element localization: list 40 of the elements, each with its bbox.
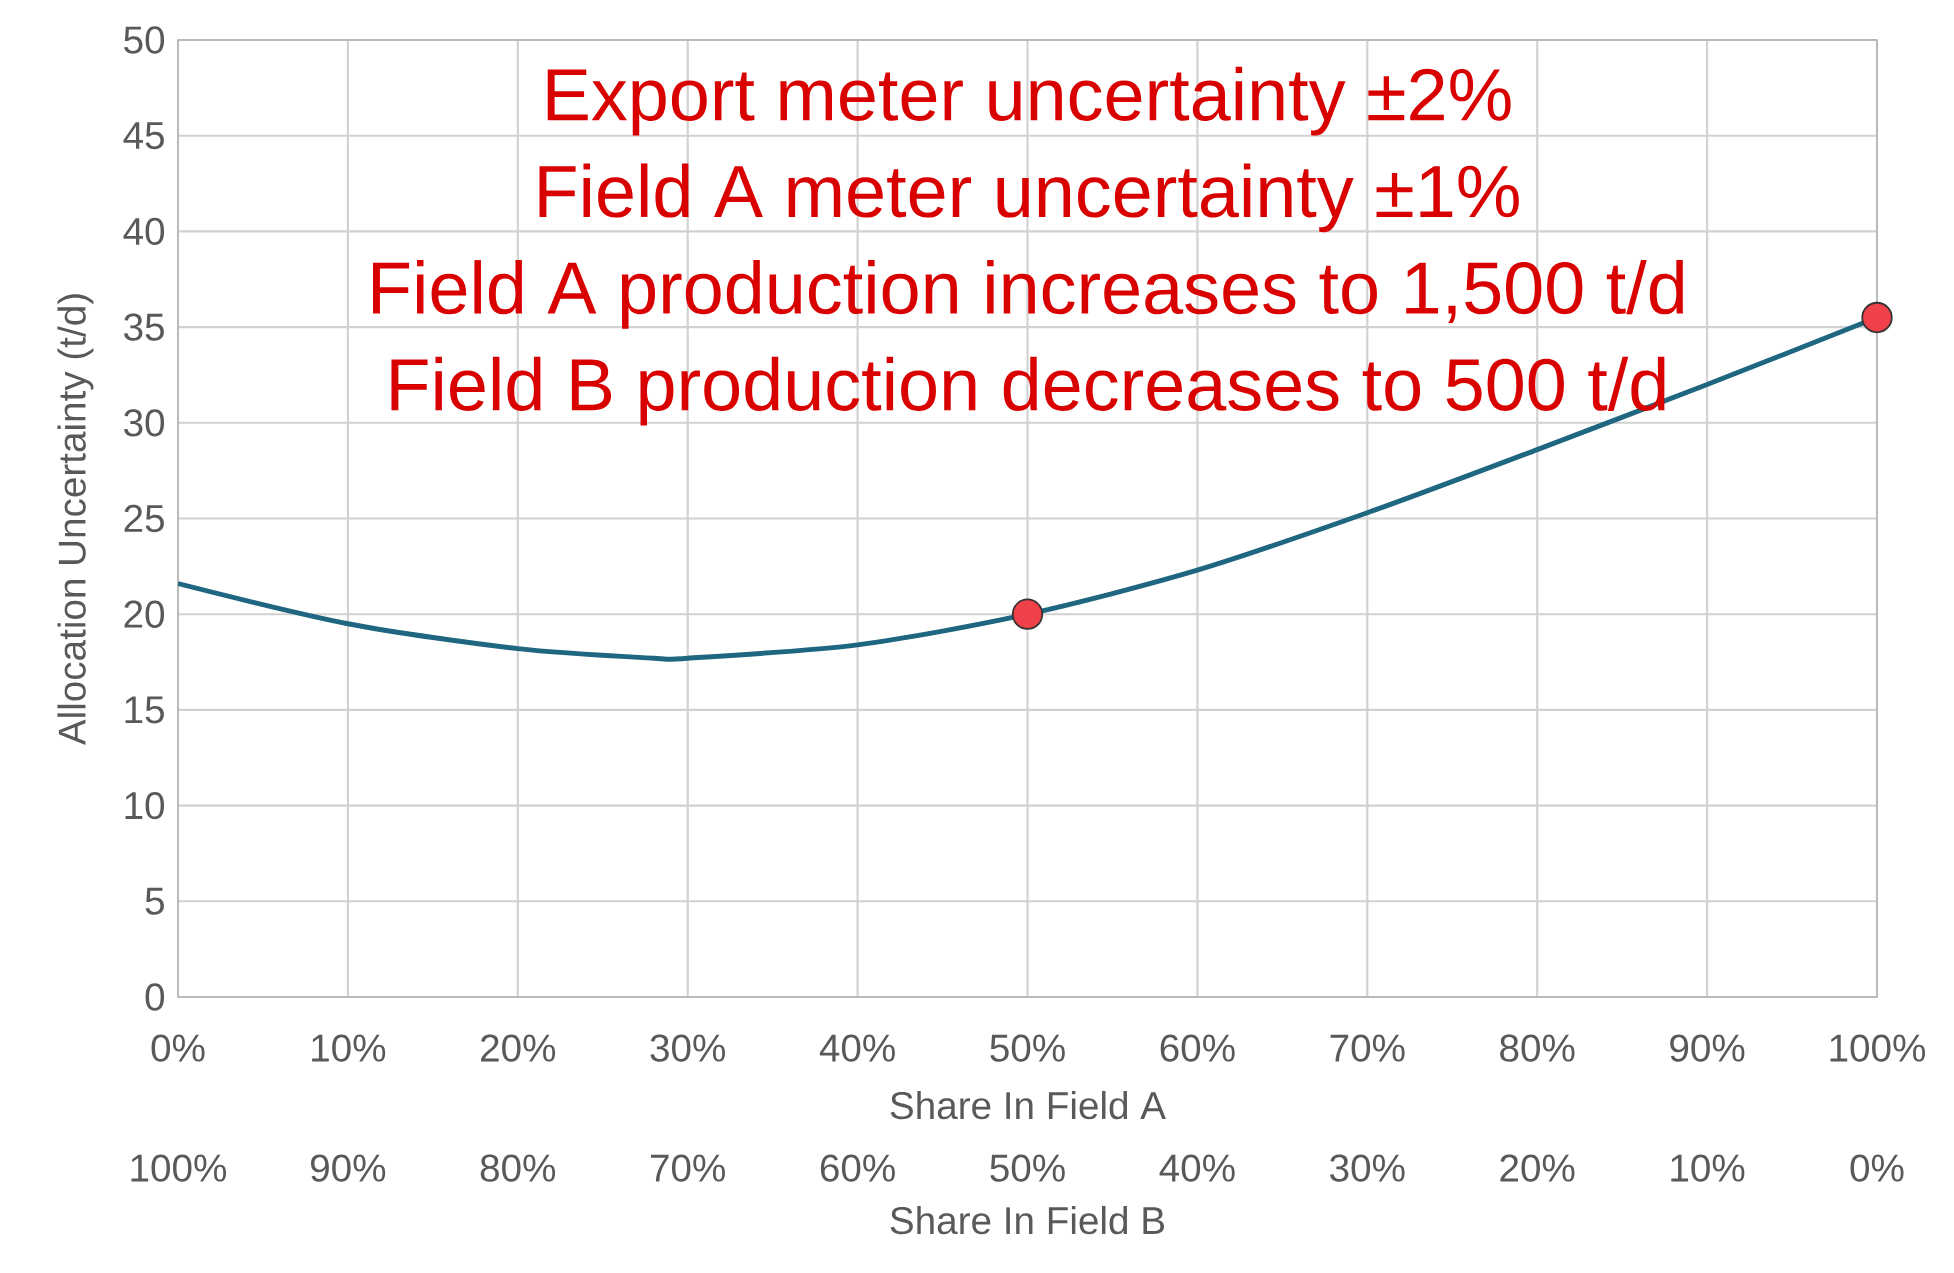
x-tick-label: 90%: [1670, 1034, 1745, 1062]
annotation: Export meter uncertainty ±2%: [547, 66, 1511, 136]
x2-tick-label: 30%: [1330, 1154, 1405, 1182]
y-tick-label: 25: [124, 504, 164, 533]
y-tick-label: 15: [125, 696, 164, 724]
annotation: Field A meter uncertainty ±1%: [539, 163, 1519, 233]
x-tick-label: 50%: [990, 1034, 1065, 1062]
x2-tick-label: 20%: [1500, 1154, 1575, 1182]
x2-tick-label: 40%: [1159, 1154, 1235, 1182]
x2-tick-label: 10%: [1671, 1154, 1745, 1182]
x-tick-label: 0%: [151, 1034, 205, 1062]
x-tick-label: 100%: [1830, 1034, 1926, 1062]
y-tick-label: 35: [124, 313, 164, 341]
y-tick-label: 40: [123, 217, 165, 246]
x2-tick-label: 0%: [1850, 1154, 1904, 1182]
x-tick-label: 20%: [481, 1034, 556, 1062]
x-tick-label: 10%: [312, 1034, 386, 1062]
y-axis-title: Allocation Uncertainty (t/d): [57, 294, 94, 746]
y-tick-label: 30: [124, 409, 165, 437]
y-tick-label: 20: [124, 600, 165, 628]
annotation: Field B production decreases to 500 t/d: [391, 356, 1665, 426]
x-tick-label: 30%: [650, 1034, 725, 1062]
x-tick-label: 40%: [819, 1034, 895, 1062]
x2-tick-label: 70%: [650, 1154, 725, 1182]
y-tick-label: 50: [124, 26, 165, 54]
x-tick-label: 70%: [1330, 1034, 1405, 1062]
y-tick-label: 5: [145, 887, 164, 915]
y-tick-label: 45: [123, 122, 164, 150]
y-tick-label: 0: [145, 983, 165, 1011]
x2-tick-label: 60%: [820, 1154, 895, 1182]
y-tick-label: 10: [125, 791, 165, 820]
x2-axis-title: Share In Field B: [890, 1205, 1165, 1235]
x-axis-title: Share In Field A: [890, 1090, 1166, 1120]
x-tick-label: 80%: [1500, 1034, 1575, 1062]
x2-tick-label: 100%: [131, 1154, 226, 1182]
annotation: Field A production increases to 1,500 t/d: [373, 260, 1684, 329]
x-tick-label: 60%: [1160, 1034, 1235, 1062]
x2-tick-label: 80%: [480, 1154, 556, 1182]
x2-tick-label: 90%: [311, 1154, 386, 1182]
x2-tick-label: 50%: [990, 1154, 1065, 1182]
